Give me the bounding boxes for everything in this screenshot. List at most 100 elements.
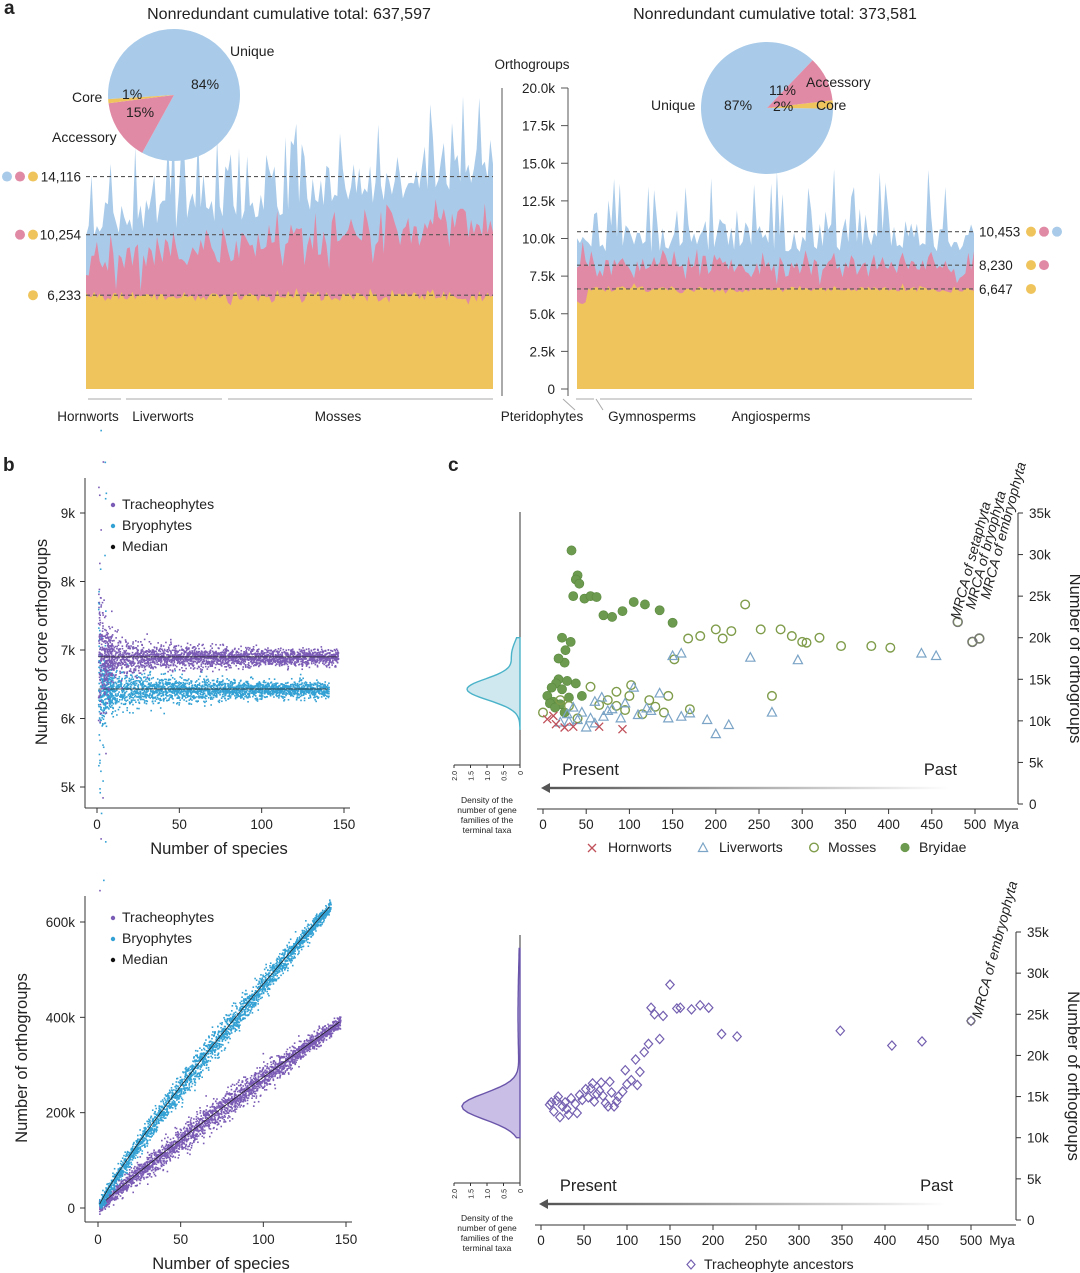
core-point bbox=[110, 669, 113, 671]
core-point bbox=[285, 689, 288, 692]
core-point bbox=[286, 682, 289, 684]
core-point bbox=[233, 689, 236, 692]
core-point bbox=[220, 651, 223, 654]
core-point bbox=[305, 691, 308, 693]
core-point bbox=[110, 637, 112, 639]
core-point bbox=[117, 694, 119, 697]
core-point bbox=[163, 712, 166, 715]
core-point bbox=[150, 651, 153, 654]
core-point bbox=[130, 654, 133, 657]
core-point bbox=[320, 651, 322, 653]
core-point bbox=[195, 653, 197, 656]
core-point bbox=[178, 684, 180, 687]
right-median-label: 10,453 bbox=[979, 225, 1020, 240]
orthogroups-tick-label: 12.5k bbox=[522, 194, 555, 209]
core-point bbox=[227, 698, 229, 700]
core-point bbox=[211, 685, 214, 687]
core-point bbox=[235, 657, 237, 659]
core-point bbox=[246, 689, 248, 692]
core-point bbox=[287, 698, 290, 701]
core-point bbox=[304, 681, 307, 683]
core-point bbox=[314, 689, 316, 691]
core-point bbox=[175, 680, 178, 682]
core-point bbox=[168, 648, 170, 650]
core-point bbox=[246, 658, 248, 661]
core-point bbox=[219, 687, 221, 690]
core-point bbox=[167, 681, 170, 684]
core-point bbox=[277, 654, 280, 656]
core-point bbox=[108, 702, 111, 705]
core-point bbox=[109, 639, 112, 641]
core-point bbox=[132, 691, 135, 693]
core-point bbox=[299, 677, 301, 680]
core-point bbox=[192, 660, 194, 663]
core-point bbox=[282, 648, 285, 651]
core-point bbox=[148, 659, 151, 662]
core-point bbox=[203, 689, 205, 692]
core-point bbox=[100, 770, 102, 773]
core-point bbox=[197, 678, 200, 681]
core-point bbox=[264, 688, 267, 691]
core-point bbox=[270, 658, 273, 661]
core-point bbox=[98, 637, 101, 640]
core-point bbox=[151, 687, 154, 690]
core-point bbox=[111, 647, 113, 650]
core-point bbox=[105, 653, 108, 656]
core-point bbox=[306, 686, 309, 688]
core-point bbox=[100, 668, 103, 671]
core-point bbox=[97, 703, 100, 706]
core-point bbox=[165, 666, 167, 669]
core-point bbox=[103, 702, 105, 705]
core-point bbox=[275, 682, 277, 685]
core-point bbox=[199, 692, 201, 695]
core-point bbox=[290, 689, 293, 691]
core-point bbox=[316, 686, 318, 688]
core-point bbox=[100, 604, 103, 606]
core-point bbox=[162, 691, 164, 694]
core-point bbox=[124, 651, 127, 654]
core-point bbox=[109, 660, 112, 663]
core-point bbox=[257, 688, 260, 691]
core-point bbox=[230, 662, 233, 664]
core-point bbox=[201, 695, 204, 698]
core-point bbox=[180, 686, 183, 689]
core-point bbox=[313, 691, 315, 694]
core-point bbox=[250, 660, 252, 663]
core-point bbox=[117, 684, 120, 687]
core-point bbox=[174, 648, 177, 650]
core-point bbox=[263, 689, 266, 692]
core-point bbox=[104, 461, 107, 464]
core-point bbox=[322, 693, 324, 696]
core-point bbox=[304, 657, 306, 660]
core-point bbox=[223, 695, 225, 698]
core-point bbox=[200, 693, 202, 696]
core-point bbox=[323, 686, 326, 688]
core-point bbox=[195, 658, 198, 661]
core-point bbox=[271, 683, 274, 686]
core-point bbox=[107, 636, 110, 639]
core-point bbox=[247, 692, 250, 695]
core-point bbox=[150, 690, 153, 693]
core-point bbox=[130, 686, 132, 688]
core-point bbox=[120, 682, 122, 685]
core-point bbox=[223, 693, 225, 695]
core-point bbox=[189, 695, 192, 697]
core-point bbox=[255, 699, 258, 701]
core-point bbox=[168, 664, 170, 667]
core-point bbox=[269, 652, 271, 654]
core-point bbox=[312, 659, 315, 661]
core-point bbox=[124, 674, 127, 677]
core-point bbox=[316, 654, 319, 656]
core-point bbox=[279, 653, 282, 656]
core-point bbox=[269, 686, 272, 688]
core-point bbox=[117, 642, 120, 644]
core-point bbox=[154, 690, 157, 693]
core-point bbox=[128, 655, 131, 657]
core-point bbox=[122, 671, 125, 673]
core-point bbox=[180, 682, 183, 685]
core-point bbox=[136, 651, 139, 653]
core-point bbox=[266, 683, 268, 686]
core-point bbox=[164, 649, 166, 652]
core-point bbox=[301, 687, 303, 689]
core-point bbox=[314, 660, 316, 663]
